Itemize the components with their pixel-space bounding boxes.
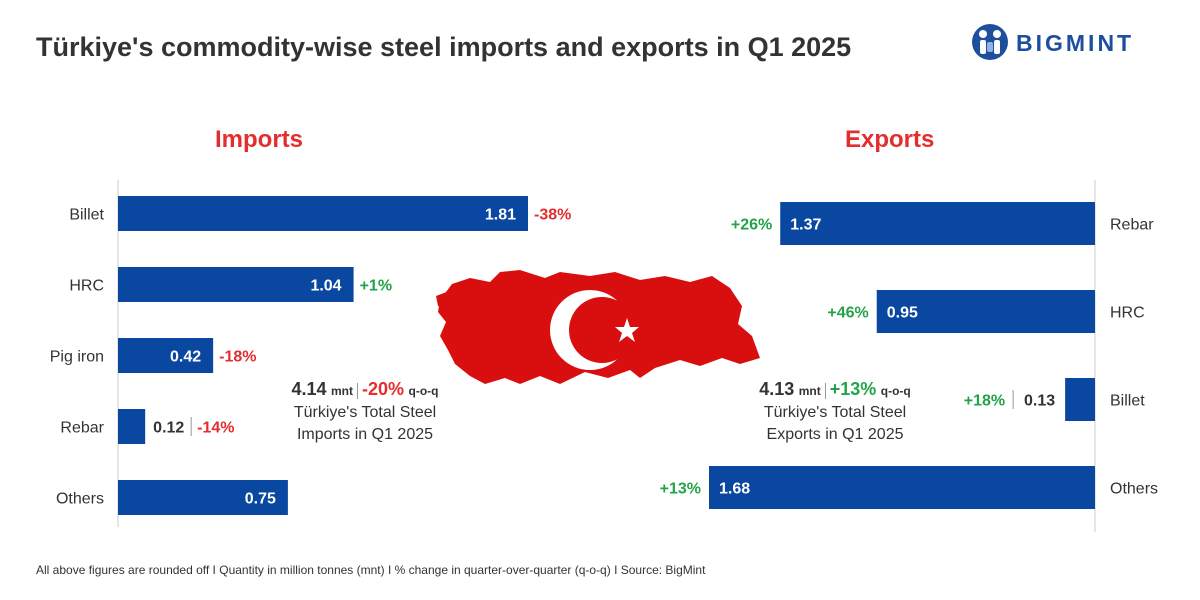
- imports-change-label: -14%: [197, 420, 234, 437]
- imports-value-label: 0.42: [170, 349, 201, 366]
- imports-value-label: 1.81: [485, 207, 516, 224]
- imports-category-label: HRC: [69, 278, 104, 295]
- imports-category-label: Pig iron: [50, 349, 104, 366]
- imports-change-label: -38%: [534, 207, 571, 224]
- imports-category-label: Rebar: [60, 420, 104, 437]
- imports-bar: [118, 480, 288, 515]
- exports-summary-line2: Exports in Q1 2025: [766, 426, 904, 443]
- imports-value-label: 1.04: [310, 278, 341, 295]
- footnote: All above figures are rounded off I Quan…: [36, 563, 706, 577]
- exports-total-unit: mnt: [798, 384, 821, 398]
- exports-category-label: HRC: [1110, 305, 1145, 322]
- exports-bar: [1065, 378, 1095, 421]
- exports-change: +13%: [829, 379, 877, 399]
- imports-bar: [118, 196, 528, 231]
- imports-summary: 4.14 mnt -20% q-o-q Türkiye's Total Steel…: [255, 378, 475, 446]
- imports-summary-line1: Türkiye's Total Steel: [293, 404, 437, 421]
- exports-bar: [780, 202, 1095, 245]
- exports-change-label: +46%: [827, 305, 868, 322]
- exports-category-label: Others: [1110, 481, 1158, 498]
- exports-title: Exports: [845, 126, 935, 153]
- imports-value-label: 0.12: [153, 420, 184, 437]
- imports-summary-line2: Imports in Q1 2025: [296, 426, 434, 443]
- exports-value-label: 0.13: [1024, 393, 1055, 410]
- exports-summary-line1: Türkiye's Total Steel: [763, 404, 907, 421]
- exports-bar-chart: Rebar 1.37 +26% HRC 0.95 +46% Billet 0.13 +18% Ot…: [660, 180, 1158, 532]
- exports-total: 4.13: [759, 379, 795, 399]
- exports-change-label: +13%: [660, 481, 701, 498]
- imports-total: 4.14: [291, 379, 327, 399]
- imports-bar-chart: Billet 1.81 -38% HRC 1.04 +1% Pig iron 0.42 -18%…: [50, 180, 571, 527]
- chart-title: Türkiye's commodity-wise steel imports a…: [36, 32, 852, 62]
- exports-bar: [876, 290, 1095, 333]
- exports-category-label: Rebar: [1110, 217, 1154, 234]
- imports-title: Imports: [215, 126, 304, 153]
- imports-category-label: Billet: [69, 207, 104, 224]
- exports-category-label: Billet: [1110, 393, 1145, 410]
- imports-category-label: Others: [56, 491, 104, 508]
- logo-text: BIGMINT: [1016, 30, 1135, 56]
- imports-change-unit: q-o-q: [408, 384, 439, 398]
- exports-change-unit: q-o-q: [880, 384, 911, 398]
- imports-change-label: +1%: [360, 278, 392, 295]
- exports-bar: [709, 466, 1095, 509]
- imports-total-unit: mnt: [331, 384, 354, 398]
- exports-change-label: +26%: [731, 217, 772, 234]
- exports-value-label: 1.37: [790, 217, 821, 234]
- exports-value-label: 1.68: [719, 481, 750, 498]
- exports-value-label: 0.95: [887, 305, 918, 322]
- bigmint-logo-icon: [972, 24, 1008, 60]
- turkey-flag-map-icon: [436, 270, 760, 384]
- imports-value-label: 0.75: [245, 491, 276, 508]
- exports-change-label: +18%: [964, 393, 1005, 410]
- imports-change-label: -18%: [219, 349, 256, 366]
- imports-bar: [118, 267, 354, 302]
- imports-change: -20%: [362, 379, 405, 399]
- exports-summary: 4.13 mnt +13% q-o-q Türkiye's Total Steel…: [725, 378, 945, 446]
- imports-bar: [118, 409, 146, 444]
- imports-bar: [118, 338, 214, 373]
